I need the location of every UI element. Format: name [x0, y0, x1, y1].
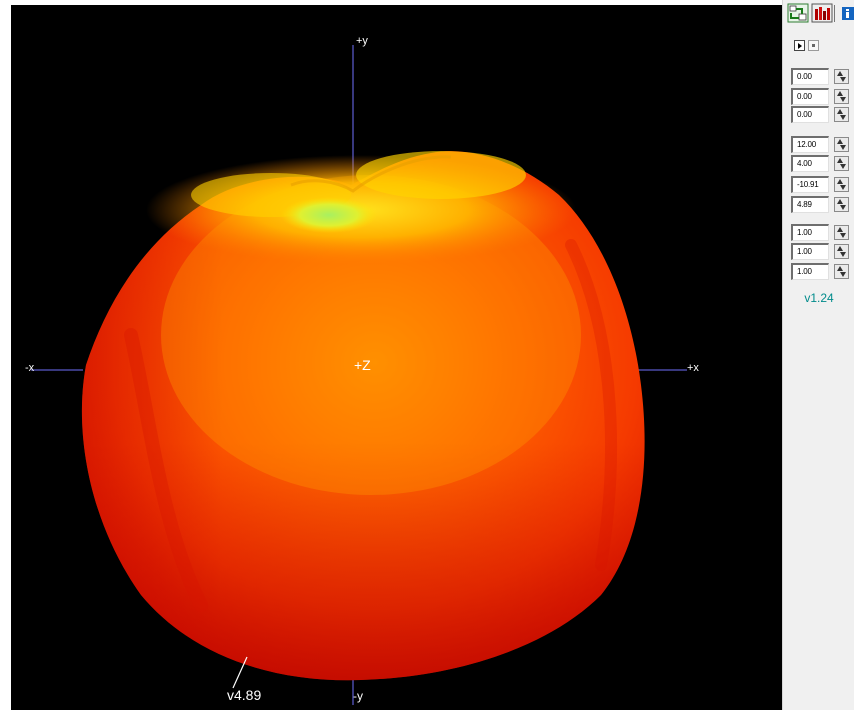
spin-row-position-x: 0.00: [791, 68, 854, 86]
axis-label-minus-x: -x: [25, 362, 35, 374]
axis-label-plus-x: +x: [687, 362, 699, 374]
spin-row-shape-1: 12.00: [791, 136, 854, 154]
scale-y-field[interactable]: 1.00: [791, 243, 829, 260]
axis-label-minus-y: -y: [353, 689, 363, 703]
position-x-spin-icon[interactable]: [834, 69, 849, 84]
axis-label-plus-y: +y: [356, 35, 368, 47]
surface-left-shade: [81, 151, 645, 681]
spin-row-shape-2: 4.00: [791, 155, 854, 173]
spin-row-scale-x: 1.00: [791, 224, 854, 242]
surface-top-notch: [290, 155, 452, 193]
spin-row-scale-y: 1.00: [791, 243, 854, 261]
surface-top-glow-right: [356, 151, 526, 199]
control-panel: 0.00 0.00 0.00 12.00 4.00 -10.91 4.89 1.…: [782, 0, 854, 710]
shape-param-1-spin-icon[interactable]: [834, 137, 849, 152]
spin-row-shape-3: -10.91: [791, 176, 854, 194]
shape-param-2-spin-icon[interactable]: [834, 156, 849, 171]
surface-peak-green: [281, 197, 377, 233]
surface-ridge-left: [124, 328, 208, 612]
position-x-field[interactable]: 0.00: [791, 68, 829, 85]
position-y-spin-icon[interactable]: [834, 89, 849, 104]
position-z-spin-icon[interactable]: [834, 107, 849, 122]
surface-scene: [31, 45, 687, 705]
spin-row-scale-z: 1.00: [791, 263, 854, 281]
shape-param-1-field[interactable]: 12.00: [791, 136, 829, 153]
value-pointer-line: [232, 656, 248, 689]
scale-z-spin-icon[interactable]: [834, 264, 849, 279]
shape-param-2-field[interactable]: 4.00: [791, 155, 829, 172]
scale-z-field[interactable]: 1.00: [791, 263, 829, 280]
spin-row-shape-4: 4.89: [791, 196, 854, 214]
scale-y-spin-icon[interactable]: [834, 244, 849, 259]
surface-ridge-right: [565, 239, 617, 571]
scale-x-field[interactable]: 1.00: [791, 224, 829, 241]
render-viewport[interactable]: +y -y -x +x +Z v4.89: [11, 5, 782, 710]
position-y-field[interactable]: 0.00: [791, 88, 829, 105]
toolbar-separator: [834, 5, 835, 22]
position-z-field[interactable]: 0.00: [791, 106, 829, 123]
shape-param-4-field[interactable]: 4.89: [791, 196, 829, 213]
axis-label-plus-z: +Z: [354, 357, 371, 373]
bar-chart-icon[interactable]: [811, 3, 833, 23]
shape-param-4-spin-icon[interactable]: [834, 197, 849, 212]
shape-param-3-field[interactable]: -10.91: [791, 176, 829, 193]
spin-row-position-z: 0.00: [791, 106, 854, 124]
shape-param-3-spin-icon[interactable]: [834, 177, 849, 192]
scale-x-spin-icon[interactable]: [834, 225, 849, 240]
play-button[interactable]: [794, 40, 805, 51]
stop-button[interactable]: [808, 40, 819, 51]
value-readout: v4.89: [227, 687, 262, 703]
version-label: v1.24: [804, 291, 834, 305]
network-view-icon[interactable]: [787, 3, 809, 23]
info-icon[interactable]: [836, 3, 854, 23]
spin-row-position-y: 0.00: [791, 88, 854, 106]
